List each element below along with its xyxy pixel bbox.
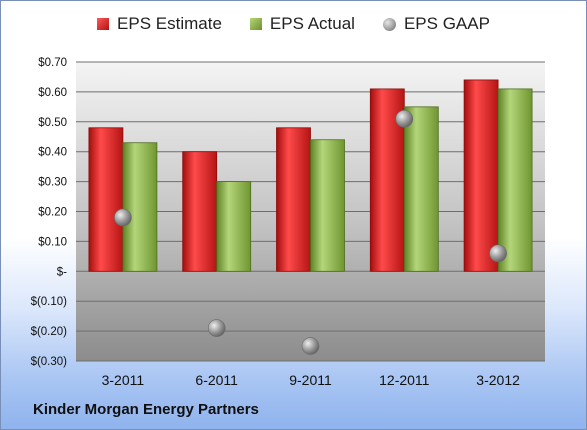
- point-eps-gaap: [395, 110, 414, 128]
- chart-legend: EPS Estimate EPS Actual EPS GAAP: [0, 14, 587, 34]
- bar-eps-estimate: [182, 151, 218, 272]
- bar-eps-estimate: [463, 79, 499, 272]
- bar-eps-actual: [216, 181, 252, 272]
- x-tick-label: 3-2012: [476, 372, 520, 388]
- company-name: Kinder Morgan Energy Partners: [33, 401, 259, 418]
- bar-eps-actual: [122, 142, 158, 272]
- point-eps-gaap: [207, 319, 226, 337]
- legend-item-eps-actual: EPS Actual: [249, 14, 355, 34]
- legend-swatch-eps-actual: [249, 18, 262, 30]
- legend-swatch-eps-gaap: [382, 17, 396, 31]
- y-tick-label: $0.60: [38, 87, 67, 99]
- x-tick-label: 9-2011: [289, 372, 332, 388]
- bar-eps-actual: [403, 106, 439, 272]
- y-tick-label: $0.10: [38, 236, 67, 248]
- legend-swatch-eps-estimate: [97, 18, 110, 30]
- bar-eps-estimate: [276, 127, 311, 272]
- bar-eps-actual: [310, 139, 345, 272]
- x-tick-label: 3-2011: [102, 372, 145, 388]
- bar-eps-actual: [497, 88, 533, 272]
- y-tick-label: $(0.10): [31, 296, 68, 308]
- x-tick-label: 12-2011: [379, 372, 430, 388]
- y-tick-label: $0.70: [38, 57, 67, 69]
- point-eps-gaap: [489, 244, 507, 263]
- legend-label-eps-estimate: EPS Estimate: [117, 14, 222, 33]
- point-eps-gaap: [301, 337, 320, 355]
- legend-item-eps-estimate: EPS Estimate: [97, 14, 222, 34]
- y-tick-label: $0.40: [38, 147, 67, 159]
- y-tick-label: $(0.30): [31, 356, 68, 368]
- y-tick-label: $-: [57, 266, 67, 278]
- y-tick-label: $0.30: [38, 177, 67, 189]
- y-tick-label: $(0.20): [31, 326, 68, 338]
- y-tick-label: $0.50: [38, 117, 67, 129]
- legend-label-eps-gaap: EPS GAAP: [403, 14, 490, 33]
- legend-label-eps-actual: EPS Actual: [269, 14, 355, 33]
- y-tick-label: $0.20: [38, 207, 67, 219]
- point-eps-gaap: [114, 208, 132, 227]
- x-tick-label: 6-2011: [195, 372, 238, 388]
- legend-item-eps-gaap: EPS GAAP: [382, 14, 490, 34]
- bar-eps-estimate: [88, 127, 124, 272]
